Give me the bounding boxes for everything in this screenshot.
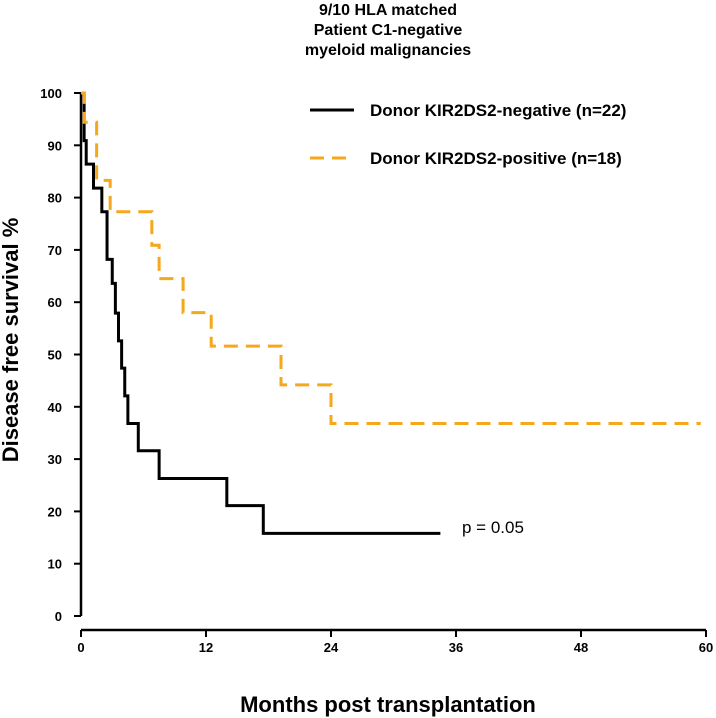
x-tick-label: 60 xyxy=(699,640,713,655)
p-value-annotation: p = 0.05 xyxy=(462,518,524,537)
y-tick-label: 90 xyxy=(48,138,62,153)
axes: 0 10 20 30 40 50 60 70 80 90 100 0 12 24 36 48 60 xyxy=(40,86,713,655)
title-line-3: myeloid malignancies xyxy=(305,42,471,59)
x-tick-label: 12 xyxy=(199,640,213,655)
y-tick-label: 60 xyxy=(48,295,62,310)
y-tick-label: 10 xyxy=(48,557,62,572)
x-tick-label: 0 xyxy=(77,640,84,655)
legend-label: Donor KIR2DS2-positive (n=18) xyxy=(370,149,622,168)
y-tick-label: 80 xyxy=(48,191,62,206)
y-tick-label: 20 xyxy=(48,504,62,519)
legend-label: Donor KIR2DS2-negative (n=22) xyxy=(370,101,626,120)
x-tick-label: 36 xyxy=(449,640,463,655)
y-tick-label: 40 xyxy=(48,400,62,415)
y-tick-label: 50 xyxy=(48,348,62,363)
title-line-1: 9/10 HLA matched xyxy=(319,2,457,19)
y-tick-label: 70 xyxy=(48,243,62,258)
series-line-kir2ds2-negative xyxy=(81,91,441,535)
series-line-kir2ds2-positive xyxy=(81,91,701,426)
x-tick-label: 24 xyxy=(324,640,339,655)
chart-title: 9/10 HLA matched Patient C1-negative myelo… xyxy=(305,2,471,59)
legend: Donor KIR2DS2-negative (n=22) Donor KIR2D… xyxy=(310,101,626,168)
series-layer xyxy=(81,91,701,535)
title-line-2: Patient C1-negative xyxy=(314,22,463,39)
y-axis-title: Disease free survival % xyxy=(0,218,23,463)
y-tick-label: 100 xyxy=(40,86,62,101)
x-tick-label: 48 xyxy=(574,640,588,655)
x-axis-title: Months post transplantation xyxy=(240,692,536,717)
y-tick-label: 0 xyxy=(55,609,62,624)
y-tick-label: 30 xyxy=(48,452,62,467)
